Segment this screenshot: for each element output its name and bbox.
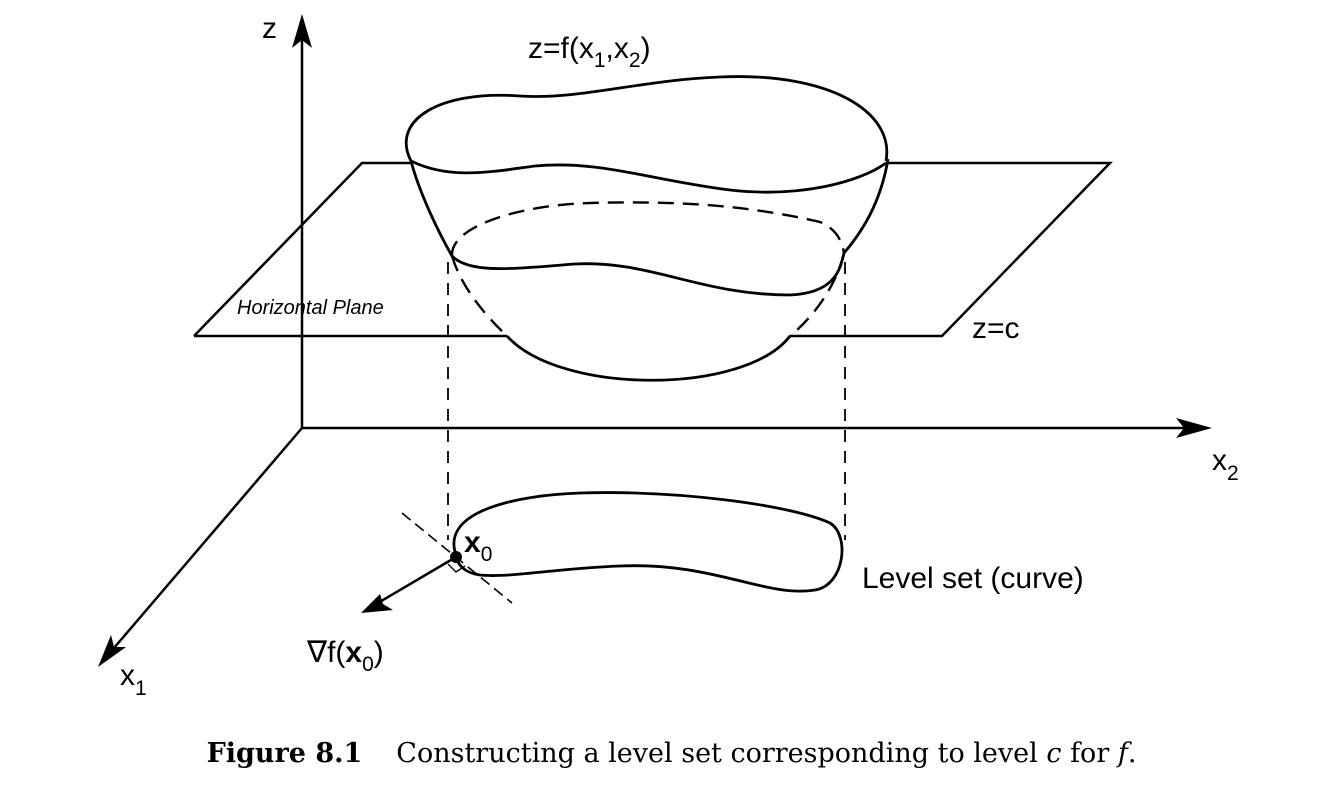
surface-left-wall — [409, 160, 454, 257]
gradient-arrowhead — [361, 594, 393, 613]
level-curve-front — [450, 252, 846, 297]
figure-caption: Figure 8.1 Constructing a level set corre… — [0, 738, 1343, 769]
caption-text-middle: for — [1061, 738, 1118, 769]
x0-label: x0 — [464, 526, 492, 566]
surface-hidden-left — [450, 255, 508, 337]
caption-text-before: Constructing a level set corresponding t… — [396, 738, 1047, 769]
level-curve-hidden-back — [450, 201, 846, 257]
horizontal-plane-label: Horizontal Plane — [237, 297, 384, 319]
caption-var-f: f — [1117, 738, 1128, 769]
surface-top-rim — [404, 75, 889, 162]
caption-var-c: c — [1046, 738, 1062, 769]
surface-equation-label: z=f(x1,x2) — [528, 32, 651, 72]
surface-right-wall — [842, 158, 890, 254]
point-x0 — [450, 551, 462, 563]
level-set-label: Level set (curve) — [862, 562, 1084, 595]
x1-axis — [101, 427, 303, 663]
level-set-curve — [452, 491, 844, 593]
right-angle-marker — [447, 563, 466, 573]
z-axis-label: z — [262, 12, 277, 45]
surface-wave-line — [410, 159, 887, 194]
gradient-label: ∇f(x0) — [306, 636, 384, 676]
plane-equation-label: z=c — [972, 312, 1020, 345]
x2-axis-arrowhead — [1176, 418, 1212, 438]
x1-axis-label: x1 — [120, 659, 147, 700]
figure-number: Figure 8.1 — [206, 738, 363, 769]
horizontal-plane — [193, 161, 1113, 338]
surface-bottom-curve — [505, 335, 792, 382]
caption-text-after: . — [1127, 738, 1137, 769]
x2-axis-label: x2 — [1212, 444, 1239, 485]
z-axis-arrowhead — [292, 14, 312, 48]
x1-axis-arrowhead — [98, 635, 126, 667]
